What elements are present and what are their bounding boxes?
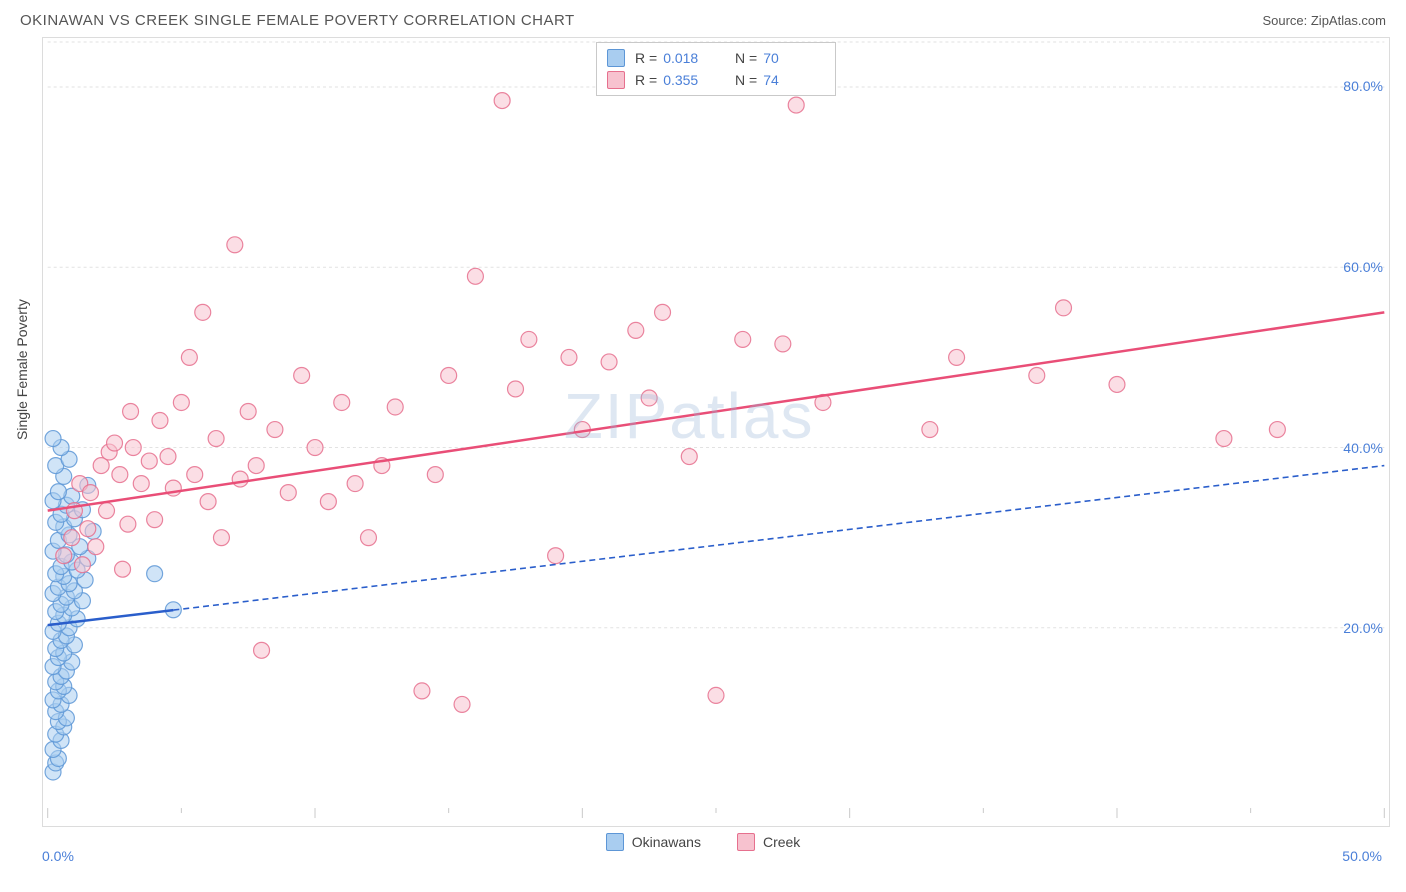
legend-item: Okinawans (606, 833, 701, 851)
r-label: R = (635, 72, 657, 88)
legend-swatch (607, 49, 625, 67)
x-axis-end-label: 50.0% (1342, 848, 1382, 864)
legend-item: Creek (737, 833, 800, 851)
stats-legend-row: R = 0.355 N = 74 (607, 69, 825, 91)
header-row: OKINAWAN VS CREEK SINGLE FEMALE POVERTY … (0, 0, 1406, 37)
x-axis-origin-label: 0.0% (42, 848, 74, 864)
y-tick-label: 40.0% (1343, 440, 1383, 456)
chart-area: ZIPatlas R =0.018N =70R =0.355N =74 20.0… (42, 37, 1390, 827)
r-label: R = (635, 50, 657, 66)
legend-label: Creek (763, 834, 800, 850)
source-name: ZipAtlas.com (1311, 13, 1386, 28)
legend-label: Okinawans (632, 834, 701, 850)
stats-legend-row: R = 0.018 N = 70 (607, 47, 825, 69)
n-value: 70 (763, 50, 779, 66)
scatter-plot (43, 38, 1389, 826)
n-label: N = (735, 72, 757, 88)
y-tick-label: 20.0% (1343, 620, 1383, 636)
stats-legend: R = 0.018 N = 70 R = 0.355 N = 74 (596, 42, 836, 96)
y-tick-label: 60.0% (1343, 259, 1383, 275)
r-value: 0.018 (663, 50, 698, 66)
page-title: OKINAWAN VS CREEK SINGLE FEMALE POVERTY … (20, 12, 575, 29)
legend-swatch (737, 833, 755, 851)
legend-swatch (606, 833, 624, 851)
source-attribution: Source: ZipAtlas.com (1262, 13, 1386, 28)
n-label: N = (735, 50, 757, 66)
bottom-legend: Okinawans Creek (0, 827, 1406, 851)
source-prefix: Source: (1262, 13, 1310, 28)
n-value: 74 (763, 72, 779, 88)
r-value: 0.355 (663, 72, 698, 88)
y-axis-label: Single Female Poverty (14, 299, 30, 440)
y-tick-label: 80.0% (1343, 78, 1383, 94)
legend-swatch (607, 71, 625, 89)
